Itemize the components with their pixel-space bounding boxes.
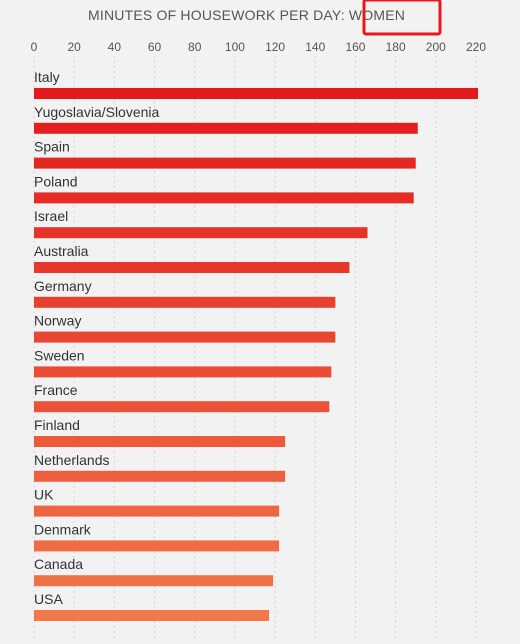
bar-italy xyxy=(34,88,479,99)
category-label-finland: Finland xyxy=(34,417,80,433)
bar-france xyxy=(34,401,330,413)
category-labels: Italy Yugoslavia/Slovenia Spain Poland Israe… xyxy=(34,69,160,607)
category-label-germany: Germany xyxy=(34,278,92,294)
category-label-australia: Australia xyxy=(34,243,89,259)
x-axis-ticks: 0 20 40 60 80 100 120 140 160 180 200 220 xyxy=(31,40,487,54)
category-label-canada: Canada xyxy=(34,556,83,572)
bar-finland xyxy=(34,436,286,447)
title-highlight-box xyxy=(362,0,442,36)
bar-canada xyxy=(34,575,274,587)
bar-norway xyxy=(34,331,336,343)
bars xyxy=(34,88,479,621)
chart-title-prefix: MINUTES OF HOUSEWORK PER DAY: xyxy=(88,7,349,23)
category-label-israel: Israel xyxy=(34,208,68,224)
category-label-france: France xyxy=(34,382,78,398)
bar-sweden xyxy=(34,366,332,378)
category-label-norway: Norway xyxy=(34,313,81,329)
x-tick-label-180: 180 xyxy=(386,40,406,54)
category-label-yugoslavia-slovenia: Yugoslavia/Slovenia xyxy=(34,104,160,120)
gridlines xyxy=(33,56,477,640)
chart-title-highlight: WOMEN xyxy=(349,7,405,23)
bar-yugoslavia-slovenia xyxy=(34,122,418,134)
bar-germany xyxy=(34,296,336,308)
bar-denmark xyxy=(34,540,280,552)
x-tick-label-0: 0 xyxy=(31,40,38,54)
x-tick-label-80: 80 xyxy=(188,40,202,54)
category-label-netherlands: Netherlands xyxy=(34,452,110,468)
x-tick-label-140: 140 xyxy=(305,40,325,54)
chart-title: MINUTES OF HOUSEWORK PER DAY: WOMEN xyxy=(88,7,405,23)
bar-poland xyxy=(34,192,414,204)
bar-netherlands xyxy=(34,470,286,482)
bar-israel xyxy=(34,227,368,239)
category-label-sweden: Sweden xyxy=(34,347,85,363)
bar-spain xyxy=(34,157,416,169)
category-label-poland: Poland xyxy=(34,173,78,189)
x-tick-label-220: 220 xyxy=(466,40,486,54)
x-tick-label-160: 160 xyxy=(345,40,365,54)
category-label-denmark: Denmark xyxy=(34,521,92,537)
bar-usa xyxy=(34,610,270,621)
category-label-italy: Italy xyxy=(34,69,60,85)
x-tick-label-200: 200 xyxy=(426,40,446,54)
x-tick-label-20: 20 xyxy=(68,40,82,54)
category-label-spain: Spain xyxy=(34,139,70,155)
category-label-usa: USA xyxy=(34,591,63,607)
x-tick-label-60: 60 xyxy=(148,40,162,54)
x-tick-label-120: 120 xyxy=(265,40,285,54)
bar-australia xyxy=(34,262,350,273)
x-tick-label-40: 40 xyxy=(108,40,122,54)
bar-uk xyxy=(34,505,280,517)
x-tick-label-100: 100 xyxy=(225,40,245,54)
category-label-uk: UK xyxy=(34,487,54,503)
